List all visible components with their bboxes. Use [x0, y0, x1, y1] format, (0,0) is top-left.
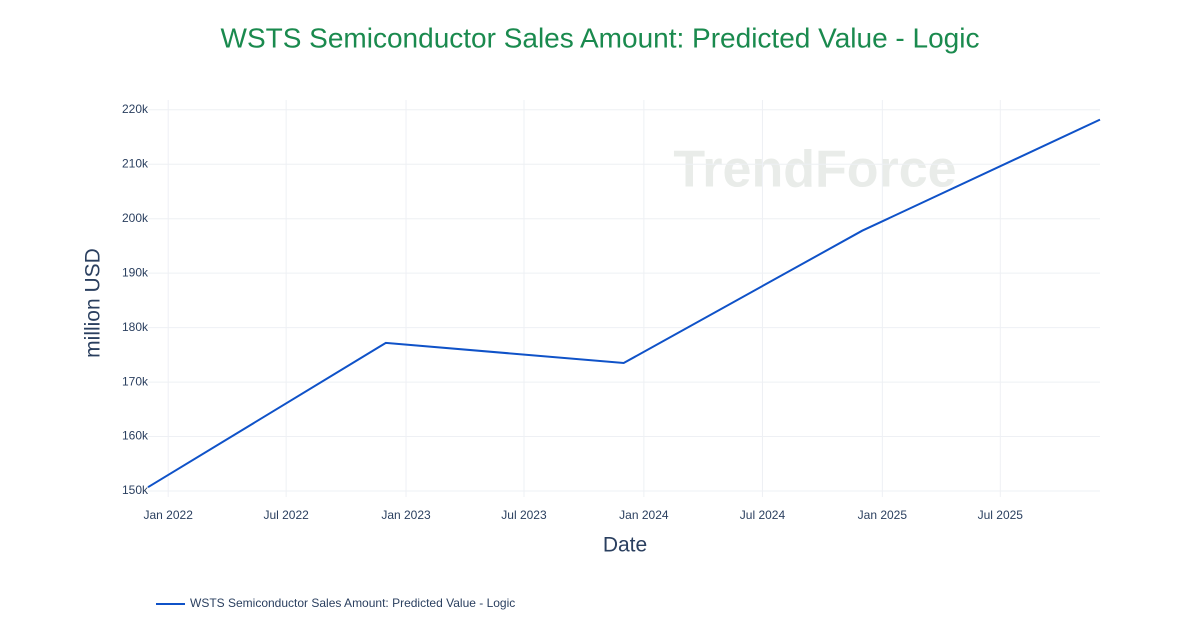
- legend-label: WSTS Semiconductor Sales Amount: Predict…: [190, 596, 515, 610]
- y-tick-label: 160k: [122, 429, 149, 443]
- y-tick-label: 190k: [122, 265, 149, 279]
- x-tick-label: Jul 2023: [501, 508, 547, 522]
- x-tick-label: Jul 2024: [740, 508, 786, 522]
- x-tick-label: Jan 2022: [144, 508, 194, 522]
- x-tick-label: Jan 2023: [381, 508, 431, 522]
- line: [147, 118, 1101, 489]
- x-axis-label: Date: [603, 534, 647, 557]
- chart-title: WSTS Semiconductor Sales Amount: Predict…: [221, 22, 980, 53]
- y-tick-label: 170k: [122, 374, 149, 388]
- y-tick-label: 220k: [122, 102, 149, 116]
- x-tick-label: Jul 2025: [978, 508, 1024, 522]
- y-tick-label: 150k: [122, 483, 149, 497]
- x-tick-label: Jan 2025: [858, 508, 908, 522]
- x-tick-label: Jan 2024: [619, 508, 669, 522]
- x-tick-label: Jul 2022: [263, 508, 309, 522]
- y-tick-label: 210k: [122, 156, 149, 170]
- watermark: TrendForce: [673, 141, 956, 199]
- y-tick-label: 180k: [122, 320, 149, 334]
- y-axis-label: million USD: [82, 248, 105, 358]
- y-tick-label: 200k: [122, 211, 149, 225]
